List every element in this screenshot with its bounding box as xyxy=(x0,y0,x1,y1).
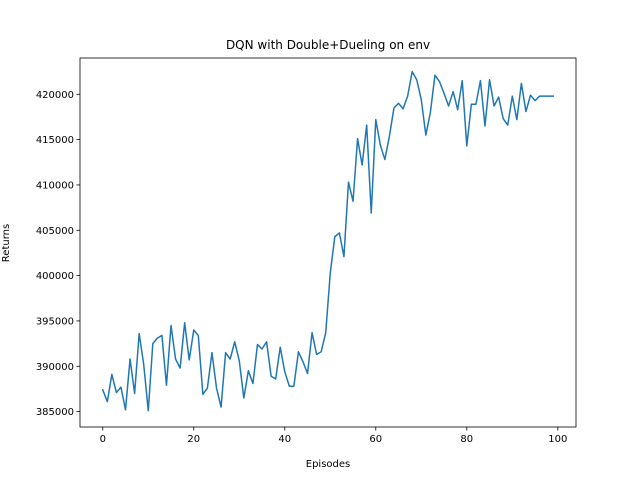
chart-title: DQN with Double+Dueling on env xyxy=(226,38,430,52)
x-tick-label: 20 xyxy=(187,434,200,445)
y-tick-label: 385000 xyxy=(36,407,74,418)
y-tick-label: 390000 xyxy=(36,362,74,373)
x-tick-label: 0 xyxy=(100,434,106,445)
y-axis-label: Returns xyxy=(1,224,12,262)
y-tick-label: 395000 xyxy=(36,316,74,327)
plot-area: 0 20 40 60 80 100 385000 390000 395000 400000 4050… xyxy=(36,57,577,445)
x-tick-label: 100 xyxy=(548,434,567,445)
x-tick-label: 80 xyxy=(460,434,473,445)
y-tick-label: 400000 xyxy=(36,271,74,282)
x-tick-label: 60 xyxy=(369,434,382,445)
x-tick-label: 40 xyxy=(278,434,291,445)
series-line xyxy=(101,70,554,412)
y-tick-label: 420000 xyxy=(36,90,74,101)
y-tick-label: 405000 xyxy=(36,226,74,237)
x-axis-label: Episodes xyxy=(306,459,350,470)
y-tick-label: 410000 xyxy=(36,180,74,191)
y-tick-label: 415000 xyxy=(36,135,74,146)
axes-frame xyxy=(79,57,577,428)
